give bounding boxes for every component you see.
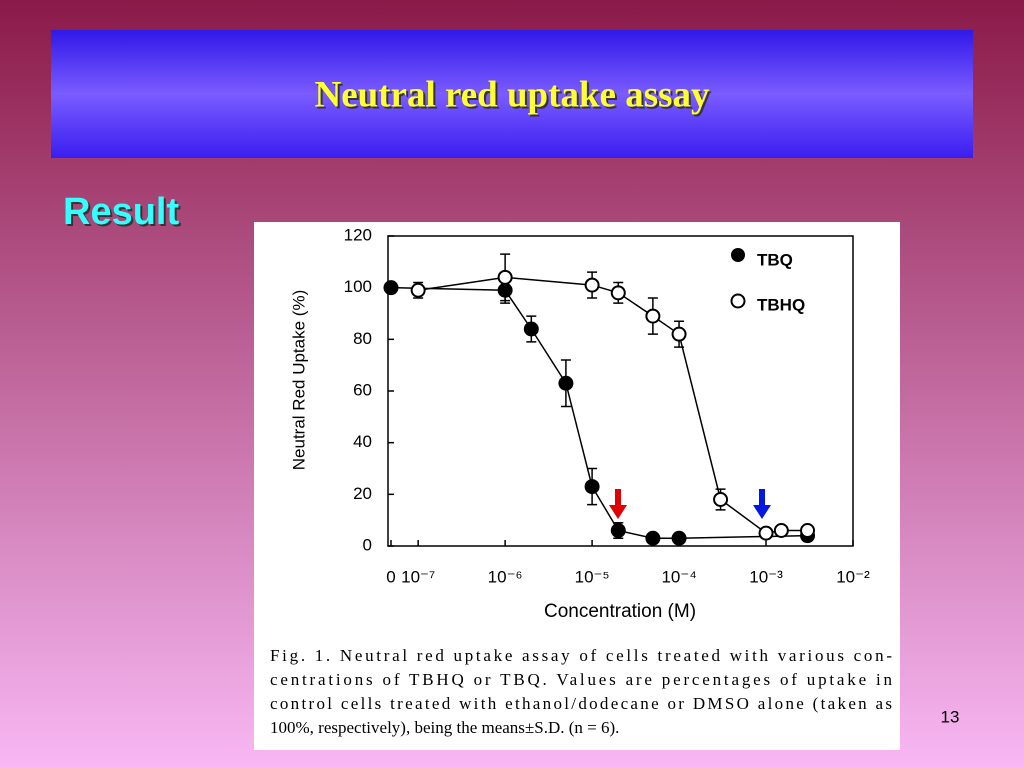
series-line <box>418 276 808 534</box>
y-tick-label: 40 <box>353 432 372 451</box>
caption-line: control cells treated with ethanol/dodec… <box>270 694 892 713</box>
x-tick-label: 10⁻⁷ <box>401 567 435 586</box>
x-axis-title: Concentration (M) <box>544 601 696 622</box>
subtitle: Result <box>63 191 179 233</box>
data-point <box>671 530 687 546</box>
y-tick-label: 80 <box>353 329 372 348</box>
page-number: 13 <box>941 707 960 726</box>
legend-label: TBQ <box>757 250 793 269</box>
figure-panel <box>254 222 900 750</box>
x-tick-label: 10⁻⁵ <box>575 567 610 586</box>
y-tick-label: 120 <box>344 225 372 244</box>
data-point <box>610 523 626 538</box>
data-point <box>584 479 600 495</box>
x-tick-label: 10⁻⁶ <box>488 567 523 586</box>
arrow <box>609 489 627 519</box>
x-tick-label: 10⁻⁴ <box>661 567 696 586</box>
y-tick-label: 0 <box>363 535 372 554</box>
caption-line: 100%, respectively), being the means±S.D… <box>270 718 619 737</box>
legend-label: TBHQ <box>757 295 805 314</box>
data-point <box>410 282 426 298</box>
legend-marker <box>731 248 745 262</box>
y-tick-label: 60 <box>353 380 372 399</box>
data-point <box>383 280 399 296</box>
data-point <box>645 530 661 546</box>
data-point <box>800 523 816 538</box>
y-axis-title: Neutral Red Uptake (%) <box>289 290 308 470</box>
y-tick-label: 100 <box>344 277 372 296</box>
data-point <box>497 269 513 285</box>
data-point <box>713 492 729 507</box>
legend-marker <box>730 293 746 309</box>
data-point <box>558 375 574 391</box>
x-tick-label: 0 <box>386 567 395 586</box>
x-tick-label: 10⁻² <box>836 567 870 586</box>
data-point <box>758 525 774 541</box>
arrow <box>753 489 771 519</box>
x-tick-label: 10⁻³ <box>749 567 783 586</box>
data-point <box>773 523 789 538</box>
y-tick-label: 20 <box>353 484 372 503</box>
data-point <box>645 308 661 324</box>
data-point <box>671 326 687 342</box>
slide-title: Neutral red uptake assay <box>314 74 710 115</box>
caption-line: centrations of TBHQ or TBQ. Values are p… <box>270 670 893 689</box>
title-banner <box>51 30 973 158</box>
data-point <box>523 321 539 337</box>
data-point <box>610 285 626 301</box>
data-point <box>584 277 600 293</box>
caption-line: Fig. 1. Neutral red uptake assay of cell… <box>270 646 892 665</box>
